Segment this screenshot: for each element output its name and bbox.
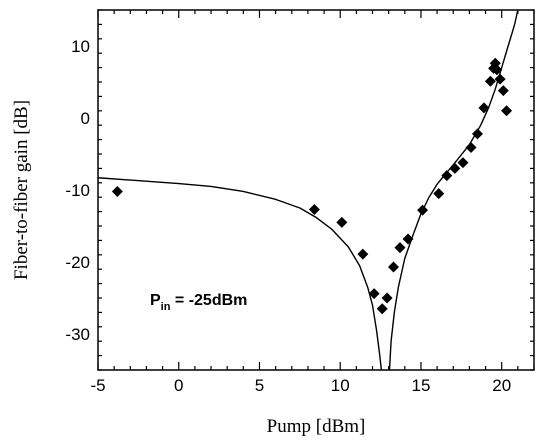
data-point (111, 185, 123, 197)
data-point (368, 288, 380, 300)
y-tick-label: -10 (65, 181, 90, 200)
data-point (501, 105, 513, 117)
curve-segment (97, 177, 383, 371)
data-point (441, 170, 453, 182)
x-tick-label: 15 (412, 376, 431, 395)
data-point (491, 64, 503, 76)
data-markers (111, 57, 513, 315)
data-point (417, 204, 429, 216)
data-point (465, 142, 477, 154)
ticks (97, 9, 535, 371)
y-tick-label: 10 (71, 37, 90, 56)
data-point (388, 261, 400, 273)
data-point (394, 242, 406, 254)
data-point (381, 292, 393, 304)
plot-frame (97, 9, 535, 371)
y-axis-title: Fiber-to-fiber gain [dB] (11, 100, 32, 280)
x-axis-title: Pump [dBm] (267, 416, 366, 437)
data-point (449, 162, 461, 174)
data-point (308, 203, 320, 215)
annotation-pin: Pin = -25dBm (150, 292, 247, 313)
x-tick-label: 0 (174, 376, 183, 395)
data-point (357, 248, 369, 260)
x-tick-label: 10 (331, 376, 350, 395)
data-point (484, 75, 496, 87)
data-point (478, 102, 490, 114)
x-tick-label: 20 (492, 376, 511, 395)
annotation-rest: = -25dBm (170, 292, 247, 309)
data-point (433, 188, 445, 200)
data-point (494, 73, 506, 85)
data-point (402, 233, 414, 245)
model-curve (97, 9, 519, 371)
annotation-main: P (150, 292, 161, 309)
y-tick-label: -30 (65, 325, 90, 344)
tick-labels: -5 0 5 10 15 20 -30 -20 -10 0 10 (65, 37, 511, 395)
x-tick-label: 5 (255, 376, 264, 395)
data-point (457, 157, 469, 169)
data-point (497, 85, 509, 97)
x-tick-label: -5 (90, 376, 105, 395)
annotation-sub: in (161, 301, 171, 313)
y-tick-label: -20 (65, 253, 90, 272)
data-point (471, 128, 483, 140)
y-tick-label: 0 (81, 109, 90, 128)
data-point (336, 216, 348, 228)
data-point (376, 303, 388, 315)
